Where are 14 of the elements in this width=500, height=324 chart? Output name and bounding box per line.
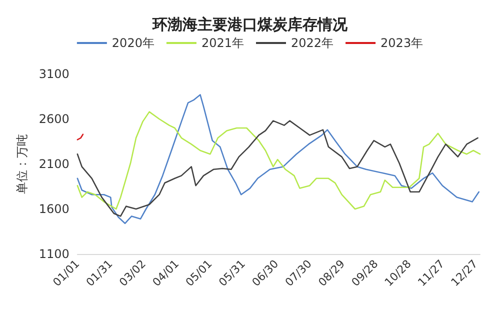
y-tick-label: 3100 (38, 67, 70, 81)
line-series (76, 120, 478, 217)
legend-label: 2023年 (380, 36, 424, 50)
legend-label: 2022年 (291, 36, 334, 50)
line-series (76, 94, 480, 224)
y-tick-label: 2600 (38, 112, 70, 126)
line-series (76, 111, 481, 210)
y-tick-label: 1100 (38, 247, 70, 261)
legend-label: 2021年 (201, 36, 244, 50)
y-axis-title: 单位：万吨 (15, 134, 29, 194)
y-tick-label: 2100 (38, 157, 70, 171)
chart-title: 环渤海主要港口煤炭库存情况 (152, 16, 348, 34)
legend-label: 2020年 (112, 36, 154, 50)
y-tick-label: 1600 (38, 202, 70, 216)
